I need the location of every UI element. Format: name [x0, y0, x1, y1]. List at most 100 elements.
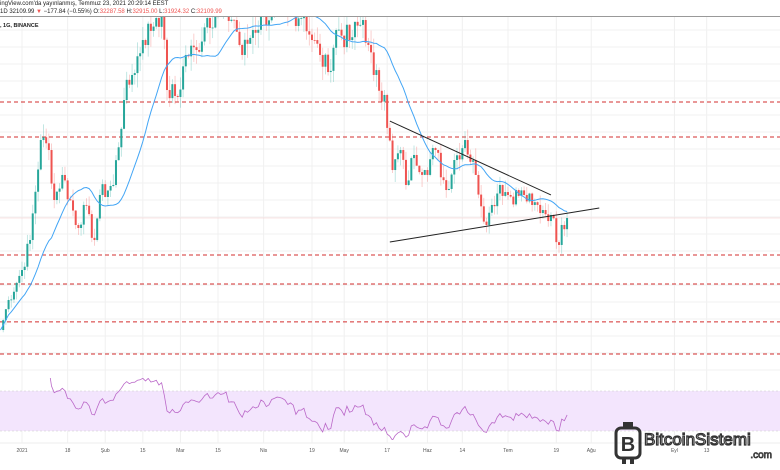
candle-body	[42, 137, 45, 141]
candle-body	[319, 43, 322, 55]
candle-body	[386, 94, 389, 128]
x-tick-label: 2021	[16, 448, 27, 454]
candle-body	[410, 158, 413, 181]
candle-body	[125, 79, 128, 101]
candle-body	[290, 7, 292, 10]
candle-body	[297, 18, 300, 26]
candle-body	[404, 159, 407, 185]
candle-body	[227, 17, 230, 21]
candle-body	[316, 40, 319, 44]
candle-body	[321, 54, 324, 67]
candle-body	[58, 188, 61, 192]
x-tick-label: Ağu	[587, 448, 596, 454]
candle-body	[63, 174, 66, 181]
candle-body	[429, 159, 432, 175]
rsi-band	[0, 391, 780, 431]
candle-body	[238, 31, 241, 45]
candle-body	[192, 45, 195, 48]
candle-body	[287, 4, 289, 10]
candle-body	[308, 31, 311, 35]
candle-body	[249, 37, 252, 44]
candle-body	[496, 193, 499, 207]
candle-body	[421, 172, 424, 175]
candle-body	[372, 52, 375, 75]
candles	[2, 0, 569, 333]
candle-body	[531, 193, 534, 205]
candle-body	[18, 275, 21, 283]
candle-body	[302, 17, 305, 19]
candle-body	[220, 6, 222, 10]
publish-info: ingView.com'da yayınlanmış, Temmuz 23, 2…	[0, 1, 168, 7]
candle-body	[324, 54, 327, 67]
candle-body	[112, 184, 115, 186]
candle-body	[310, 34, 313, 41]
candle-body	[77, 224, 80, 228]
candle-body	[380, 90, 383, 102]
candle-body	[243, 39, 246, 55]
candle-body	[72, 200, 75, 211]
candle-body	[313, 40, 316, 41]
candle-body	[539, 204, 542, 214]
candle-body	[273, 3, 275, 6]
candle-body	[179, 89, 182, 97]
x-tick-label: Nis	[260, 448, 268, 454]
trendline-descending-resistance	[389, 120, 552, 196]
candle-body	[447, 188, 450, 191]
candle-body	[340, 29, 343, 36]
candle-body	[396, 153, 399, 160]
candle-body	[335, 30, 338, 48]
candle-body	[104, 184, 107, 197]
candle-body	[281, 0, 283, 1]
candle-body	[402, 150, 405, 160]
candle-body	[364, 20, 367, 43]
candle-body	[168, 90, 171, 99]
x-tick-label: Şub	[101, 448, 110, 454]
candle-body	[184, 54, 187, 67]
candle-body	[211, 27, 214, 29]
bitcoinsistemi-logo: B BitcoinSistemi .com	[614, 422, 772, 464]
candle-body	[7, 300, 10, 310]
candle-body	[391, 140, 394, 171]
candle-body	[206, 18, 209, 28]
candle-body	[418, 165, 421, 173]
candle-body	[198, 50, 201, 52]
candle-body	[332, 47, 335, 71]
x-tick-label: 15	[215, 448, 221, 454]
candle-body	[437, 150, 440, 153]
candle-body	[230, 19, 233, 21]
candle-body	[528, 193, 531, 202]
candle-body	[225, 1, 227, 8]
candle-body	[50, 150, 53, 184]
candle-body	[477, 174, 480, 195]
candle-body	[235, 20, 238, 32]
candle-body	[370, 44, 373, 53]
candle-body	[520, 190, 523, 196]
candle-body	[88, 205, 91, 215]
candle-body	[560, 224, 563, 245]
candle-body	[106, 190, 109, 197]
candle-body	[147, 23, 150, 46]
candle-body	[549, 214, 552, 222]
candle-body	[136, 56, 139, 74]
x-tick-label: 19	[309, 448, 315, 454]
price-change: −177.84 (−0.55%)	[43, 9, 92, 15]
close-label: C:	[190, 9, 197, 15]
x-tick-label: May	[339, 448, 349, 454]
candle-body	[413, 154, 416, 159]
candle-body	[208, 18, 211, 28]
candle-body	[93, 237, 96, 241]
open-value: 32287.58	[99, 9, 125, 15]
x-tick-label: 15	[140, 448, 146, 454]
candle-body	[434, 148, 437, 151]
candle-body	[149, 23, 152, 31]
candle-body	[114, 160, 117, 185]
candle-body	[423, 170, 426, 175]
candle-body	[12, 291, 15, 300]
candle-body	[343, 35, 346, 48]
candle-body	[182, 66, 185, 90]
candle-body	[34, 191, 37, 214]
x-tick-label: 18	[65, 448, 71, 454]
high-value: 32915.00	[132, 9, 158, 15]
down-arrow-icon: ▼	[36, 9, 42, 15]
